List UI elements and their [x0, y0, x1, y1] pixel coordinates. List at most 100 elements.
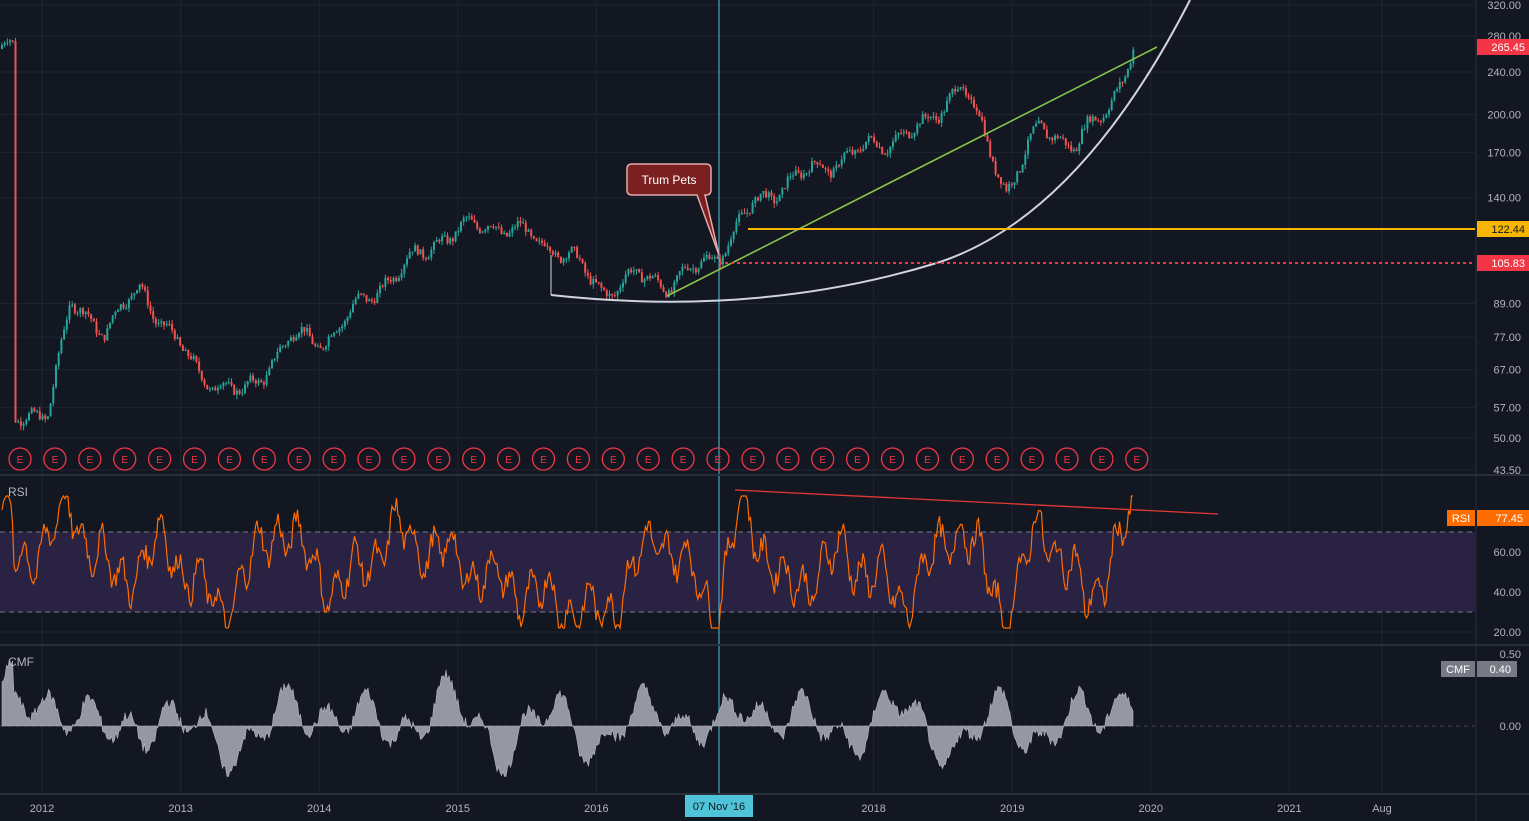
earnings-marker[interactable]: E: [496, 447, 521, 471]
time-axis-label: 2015: [446, 803, 470, 815]
earnings-marker-letter: E: [645, 455, 652, 466]
candle-body: [678, 271, 681, 276]
candle-body: [1056, 135, 1059, 139]
candle-body: [1097, 120, 1100, 122]
earnings-marker[interactable]: E: [741, 447, 765, 471]
earnings-marker[interactable]: E: [182, 447, 207, 471]
candle-body: [940, 113, 943, 123]
candle-body: [1051, 137, 1054, 141]
earnings-marker[interactable]: E: [357, 447, 381, 471]
candle-body: [484, 229, 487, 232]
earnings-marker[interactable]: E: [78, 447, 102, 471]
candle-body: [1032, 126, 1035, 134]
candle-body: [624, 274, 627, 283]
candle-body: [179, 337, 182, 346]
candle-body: [1089, 116, 1092, 122]
candle-body: [346, 317, 349, 321]
earnings-marker[interactable]: E: [566, 447, 591, 471]
candle-body: [886, 153, 889, 155]
candle-body: [171, 323, 174, 331]
price-axis-label: 240.00: [1487, 67, 1521, 79]
earnings-marker[interactable]: E: [217, 447, 242, 471]
earnings-marker[interactable]: E: [531, 447, 556, 471]
earnings-marker[interactable]: E: [915, 447, 940, 471]
earnings-marker[interactable]: E: [43, 447, 67, 471]
candle-body: [422, 249, 425, 258]
candle-body: [562, 258, 565, 263]
candle-body: [165, 323, 168, 326]
candle-body: [146, 290, 149, 306]
earnings-marker[interactable]: E: [287, 447, 311, 471]
candle-body: [532, 236, 535, 239]
earnings-marker[interactable]: E: [427, 447, 451, 471]
earnings-marker[interactable]: E: [462, 447, 486, 471]
earnings-marker[interactable]: E: [845, 447, 870, 471]
earnings-marker[interactable]: E: [601, 447, 625, 471]
candle-body: [937, 119, 940, 123]
candle-body: [640, 272, 643, 283]
candle-body: [481, 231, 484, 233]
parabolic-curve[interactable]: [550, 0, 1191, 303]
candle-body: [724, 253, 727, 257]
candle-body: [727, 245, 730, 254]
candle-body: [1105, 114, 1108, 118]
earnings-marker[interactable]: E: [671, 447, 695, 471]
axis-layer[interactable]: 2012 2013 2014 2015 2016 2018 2019 2020 2021 Aug 3…: [30, 0, 1521, 815]
candle-body: [713, 256, 716, 259]
earnings-marker[interactable]: E: [811, 447, 835, 471]
candle-body: [335, 331, 338, 333]
green-trendline[interactable]: [666, 46, 1158, 297]
earnings-marker-letter: E: [86, 455, 93, 466]
earnings-marker[interactable]: E: [776, 447, 800, 471]
rsi-line: [1, 494, 1133, 631]
candle-body: [840, 159, 843, 166]
trum-pets-callout[interactable]: Trum Pets: [626, 163, 720, 256]
candle-body: [1094, 116, 1097, 121]
candle-body: [198, 361, 201, 371]
candle-body: [932, 116, 935, 118]
earnings-marker[interactable]: E: [636, 447, 660, 471]
earnings-marker[interactable]: E: [1090, 447, 1114, 471]
candle-body: [19, 421, 22, 426]
candle-body: [740, 212, 743, 214]
candle-body: [505, 232, 508, 237]
candle-body: [330, 335, 333, 337]
earnings-marker[interactable]: E: [1020, 447, 1044, 471]
rsi-divergence-trendline[interactable]: [734, 489, 1219, 515]
earnings-marker[interactable]: E: [880, 447, 905, 471]
candle-body: [508, 232, 511, 237]
candle-body: [49, 403, 52, 417]
earnings-marker[interactable]: E: [147, 447, 172, 471]
earnings-marker[interactable]: E: [392, 447, 416, 471]
earnings-marker-circle: [706, 447, 730, 471]
earnings-marker[interactable]: E: [1055, 447, 1079, 471]
candle-body: [225, 382, 228, 384]
candle-body: [1118, 82, 1121, 89]
earnings-marker[interactable]: E: [985, 447, 1009, 471]
candle-body: [595, 278, 597, 283]
candle-body: [897, 133, 900, 135]
candle-body: [87, 311, 90, 315]
candle-body: [765, 191, 768, 198]
earnings-marker[interactable]: E: [113, 447, 137, 471]
earnings-marker[interactable]: E: [706, 447, 730, 471]
candle-body: [276, 352, 279, 359]
candle-body: [360, 293, 363, 295]
candle-body: [821, 164, 824, 168]
candle-body: [927, 116, 930, 119]
candle-body: [338, 328, 341, 332]
rsi-layer: [0, 489, 1475, 631]
drawings-layer[interactable]: [550, 0, 1475, 793]
earnings-marker[interactable]: E: [8, 447, 32, 471]
earnings-marker[interactable]: E: [252, 447, 276, 471]
candle-body: [557, 252, 560, 257]
earnings-marker[interactable]: E: [950, 447, 974, 471]
candle-body: [414, 245, 417, 252]
earnings-marker[interactable]: E: [322, 447, 346, 471]
candle-body: [327, 336, 330, 347]
earnings-marker[interactable]: E: [1125, 447, 1149, 471]
